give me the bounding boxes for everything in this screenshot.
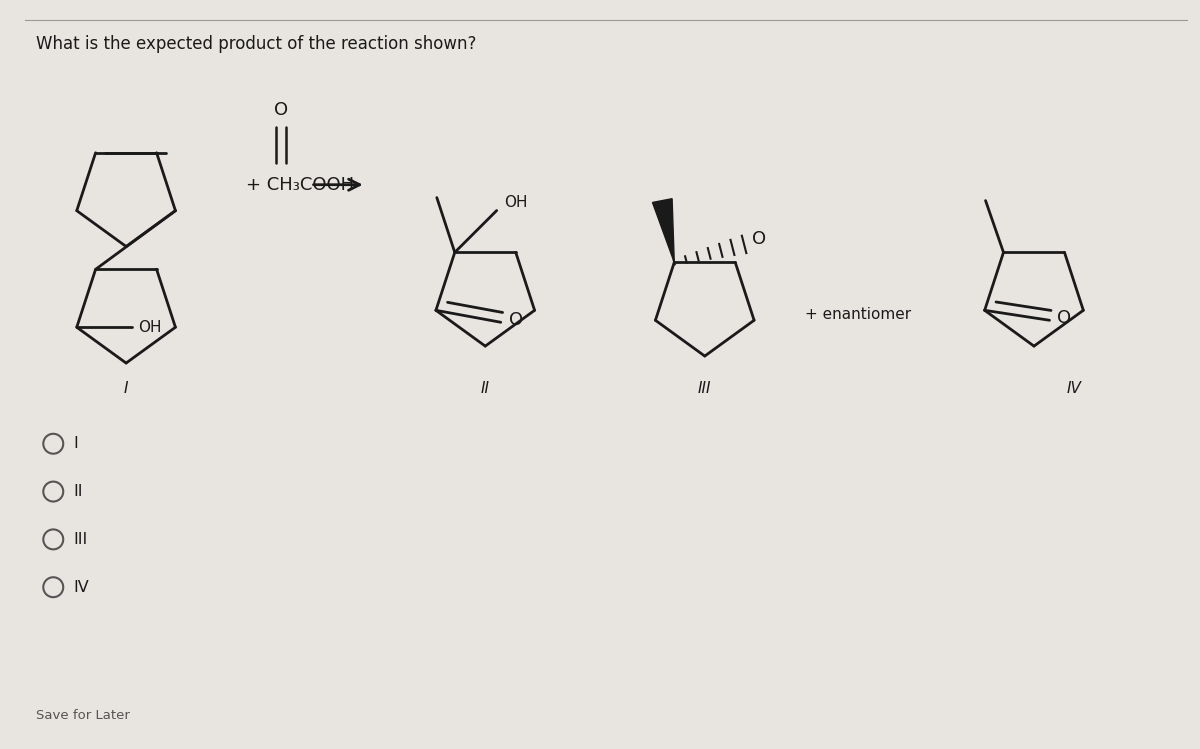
Polygon shape [653, 198, 674, 262]
Text: O: O [509, 312, 523, 330]
Text: IV: IV [1067, 381, 1081, 396]
Text: III: III [698, 381, 712, 396]
Text: + enantiomer: + enantiomer [804, 307, 911, 322]
Text: IV: IV [73, 580, 89, 595]
Text: II: II [481, 381, 490, 396]
Text: Save for Later: Save for Later [36, 709, 130, 722]
Text: II: II [73, 484, 83, 499]
Text: I: I [73, 436, 78, 451]
Text: III: III [73, 532, 88, 547]
Text: + CH₃COOH: + CH₃COOH [246, 176, 354, 194]
Text: O: O [274, 101, 288, 119]
Text: OH: OH [504, 195, 527, 210]
Text: O: O [1057, 309, 1072, 327]
Text: O: O [752, 231, 767, 249]
Text: I: I [124, 381, 128, 396]
Text: What is the expected product of the reaction shown?: What is the expected product of the reac… [36, 35, 476, 53]
Text: OH: OH [139, 320, 162, 335]
